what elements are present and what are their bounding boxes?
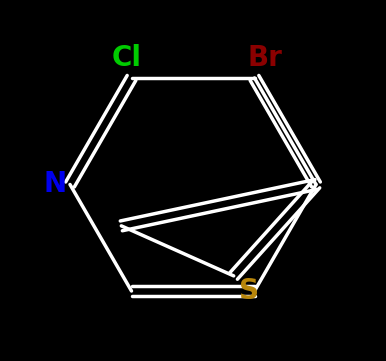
Text: N: N	[44, 170, 66, 199]
Text: S: S	[239, 277, 259, 305]
Text: Br: Br	[247, 44, 282, 72]
Text: Cl: Cl	[112, 44, 142, 72]
